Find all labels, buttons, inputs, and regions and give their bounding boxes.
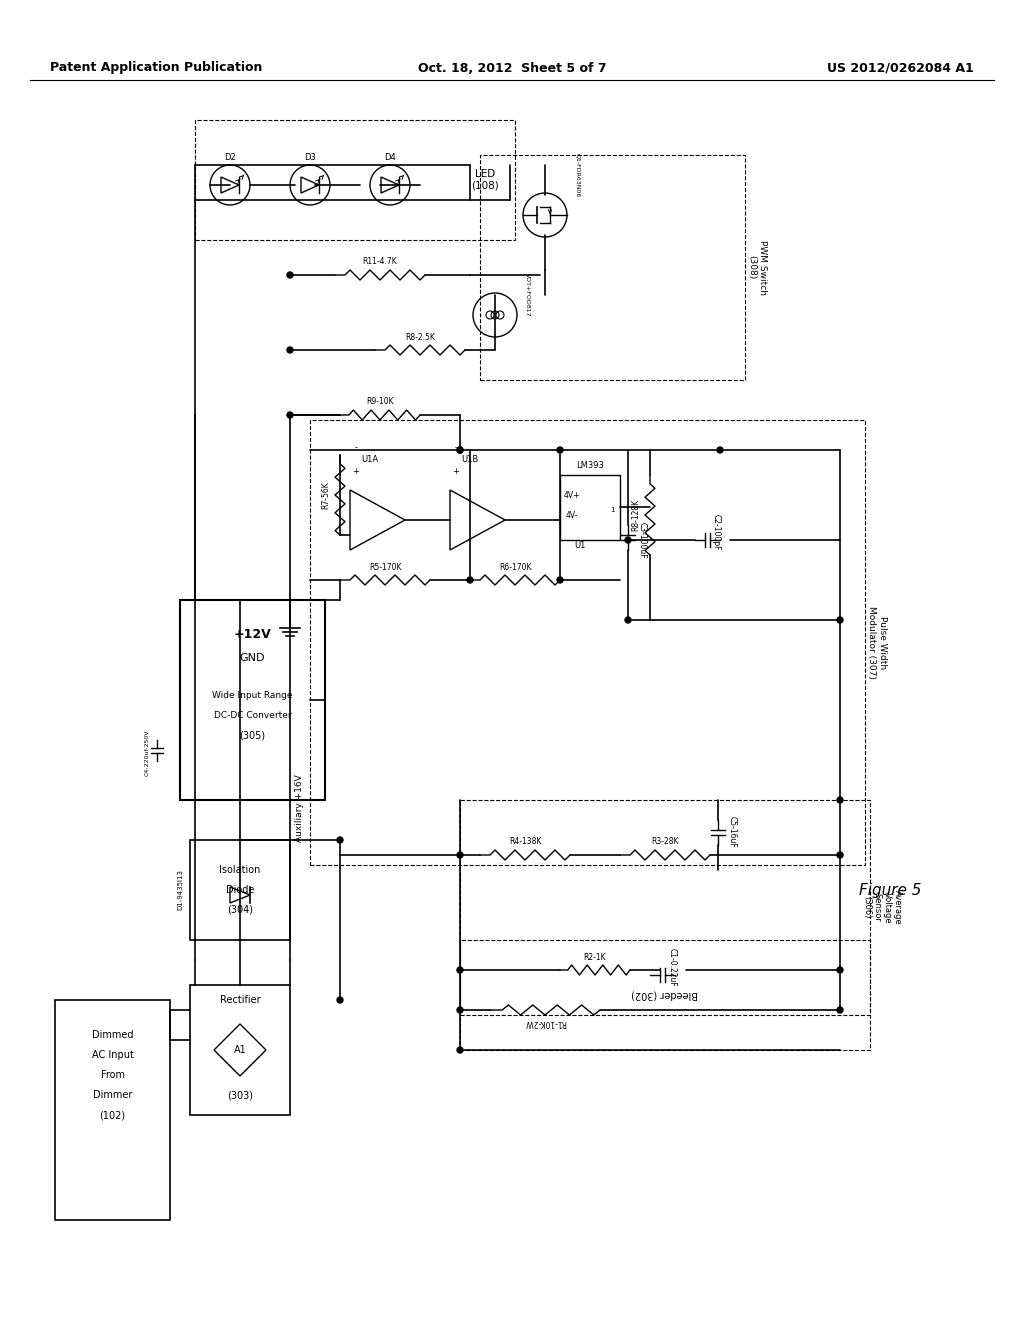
- Circle shape: [837, 968, 843, 973]
- Circle shape: [717, 447, 723, 453]
- Text: R1-10K-2W: R1-10K-2W: [524, 1019, 566, 1027]
- Text: Patent Application Publication: Patent Application Publication: [50, 62, 262, 74]
- Text: R4-138K: R4-138K: [509, 837, 542, 846]
- Bar: [560, 475, 620, 540]
- Text: PWM Switch
(308): PWM Switch (308): [748, 240, 767, 294]
- Text: +: +: [453, 467, 460, 477]
- Text: R2-1K: R2-1K: [584, 953, 606, 961]
- Text: R8-2.5K: R8-2.5K: [406, 333, 435, 342]
- Circle shape: [457, 851, 463, 858]
- Text: -: -: [354, 444, 357, 453]
- Bar: [480, 154, 745, 380]
- Text: U1B: U1B: [462, 455, 478, 465]
- Text: 4V+: 4V+: [564, 491, 581, 499]
- Text: U1A: U1A: [361, 455, 379, 465]
- Text: -: -: [455, 444, 458, 453]
- Bar: [190, 985, 290, 1115]
- Text: Average
Voltage
Sensor
(306): Average Voltage Sensor (306): [862, 890, 902, 925]
- Text: Auxiliary +16V: Auxiliary +16V: [296, 774, 304, 842]
- Circle shape: [837, 851, 843, 858]
- Bar: [190, 840, 290, 940]
- Circle shape: [287, 412, 293, 418]
- Text: C2-100pF: C2-100pF: [712, 513, 721, 550]
- Text: 1: 1: [609, 507, 614, 513]
- Text: +12V: +12V: [233, 628, 271, 642]
- Circle shape: [337, 837, 343, 843]
- Text: Pulse Width
Modulator (307): Pulse Width Modulator (307): [867, 606, 887, 678]
- Text: DC-DC Converter: DC-DC Converter: [214, 710, 291, 719]
- Text: GND: GND: [240, 653, 265, 663]
- Bar: [460, 940, 870, 1049]
- Circle shape: [837, 797, 843, 803]
- Text: AC Input: AC Input: [91, 1049, 133, 1060]
- Circle shape: [287, 347, 293, 352]
- Text: Dimmer: Dimmer: [93, 1090, 132, 1100]
- Text: R8-128K: R8-128K: [632, 499, 640, 531]
- Text: R3-28K: R3-28K: [651, 837, 679, 846]
- Text: (304): (304): [227, 906, 253, 915]
- Circle shape: [457, 447, 463, 453]
- Text: A1: A1: [233, 1045, 247, 1055]
- Bar: [180, 601, 325, 800]
- Circle shape: [467, 577, 473, 583]
- Circle shape: [557, 577, 563, 583]
- Circle shape: [457, 968, 463, 973]
- Text: R9-10K: R9-10K: [367, 397, 394, 407]
- Text: Oct. 18, 2012  Sheet 5 of 7: Oct. 18, 2012 Sheet 5 of 7: [418, 62, 606, 74]
- Text: 4V-: 4V-: [566, 511, 579, 520]
- Text: (305): (305): [240, 730, 265, 741]
- Text: D1-9435I13: D1-9435I13: [177, 870, 183, 911]
- Text: C1-0.22uF: C1-0.22uF: [668, 948, 677, 986]
- Bar: [195, 120, 515, 240]
- Text: Figure 5: Figure 5: [859, 883, 922, 898]
- Text: Q1-FDR63N06: Q1-FDR63N06: [575, 153, 580, 197]
- Text: D2: D2: [224, 153, 236, 161]
- Bar: [55, 1001, 170, 1220]
- Text: D4: D4: [384, 153, 396, 161]
- Circle shape: [457, 1007, 463, 1012]
- Text: (303): (303): [227, 1090, 253, 1100]
- Text: LED
(108): LED (108): [471, 169, 499, 191]
- Text: VOT+FOD817: VOT+FOD817: [525, 273, 530, 317]
- Text: US 2012/0262084 A1: US 2012/0262084 A1: [827, 62, 974, 74]
- Text: C3-100uF: C3-100uF: [638, 521, 647, 558]
- Text: Dimmed: Dimmed: [92, 1030, 133, 1040]
- Text: D3: D3: [304, 153, 316, 161]
- Text: R5-170K: R5-170K: [369, 562, 401, 572]
- Circle shape: [457, 447, 463, 453]
- Circle shape: [837, 616, 843, 623]
- Circle shape: [457, 1047, 463, 1053]
- Text: +: +: [352, 467, 359, 477]
- Circle shape: [625, 616, 631, 623]
- Bar: [460, 800, 870, 1015]
- Text: C4-220uf-250V: C4-220uf-250V: [144, 730, 150, 776]
- Text: Isolation: Isolation: [219, 865, 261, 875]
- Text: Diode: Diode: [226, 884, 254, 895]
- Text: LM393: LM393: [577, 461, 604, 470]
- Text: R6-170K: R6-170K: [499, 562, 531, 572]
- Text: Wide Input Range: Wide Input Range: [212, 690, 293, 700]
- Circle shape: [337, 997, 343, 1003]
- Text: (102): (102): [99, 1110, 126, 1119]
- Text: C5-16uF: C5-16uF: [728, 816, 737, 847]
- Text: From: From: [100, 1071, 125, 1080]
- Circle shape: [287, 272, 293, 279]
- Circle shape: [837, 1007, 843, 1012]
- Circle shape: [557, 447, 563, 453]
- Text: R11-4.7K: R11-4.7K: [362, 257, 397, 267]
- Text: U1: U1: [574, 540, 586, 549]
- Text: Bleeder (302): Bleeder (302): [632, 990, 698, 1001]
- Bar: [310, 420, 865, 865]
- Text: R7-56K: R7-56K: [322, 480, 331, 510]
- Circle shape: [625, 537, 631, 543]
- Text: Rectifier: Rectifier: [220, 995, 260, 1005]
